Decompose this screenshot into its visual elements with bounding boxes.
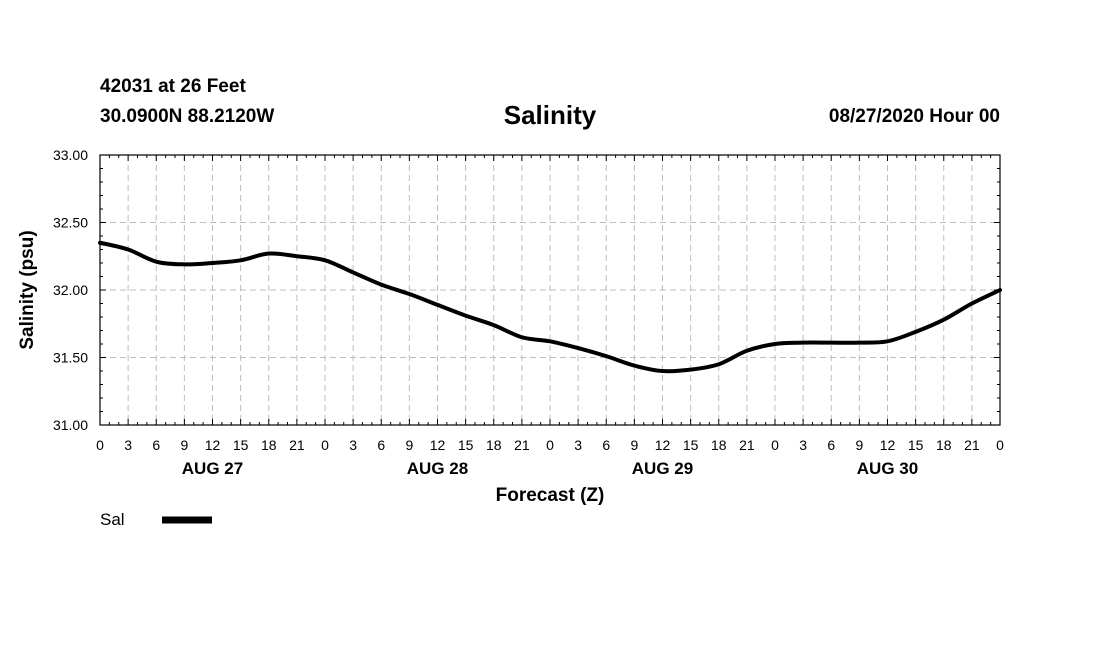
x-tick-label: 18 [486, 437, 502, 453]
x-tick-label: 12 [655, 437, 671, 453]
y-tick-label: 33.00 [53, 147, 88, 163]
series-line-sal [98, 240, 1002, 374]
x-tick-label: 21 [739, 437, 755, 453]
x-tick-label: 3 [124, 437, 132, 453]
y-tick-label: 32.50 [53, 215, 88, 231]
x-tick-label: 15 [908, 437, 924, 453]
x-tick-label: 0 [996, 437, 1004, 453]
coordinates-label: 30.0900N 88.2120W [100, 106, 275, 127]
x-tick-label: 15 [233, 437, 249, 453]
x-tick-label: 3 [574, 437, 582, 453]
x-tick-label: 6 [827, 437, 835, 453]
x-tick-label: 0 [546, 437, 554, 453]
x-tick-label: 0 [321, 437, 329, 453]
x-tick-label: 9 [855, 437, 863, 453]
day-label: AUG 27 [182, 459, 243, 478]
x-tick-label: 6 [602, 437, 610, 453]
y-tick-label: 31.00 [53, 417, 88, 433]
x-tick-label: 21 [514, 437, 530, 453]
forecast-datetime-label: 08/27/2020 Hour 00 [828, 106, 1000, 127]
x-tick-label: 3 [799, 437, 807, 453]
x-tick-label: 12 [880, 437, 896, 453]
x-tick-label: 6 [152, 437, 160, 453]
day-label: AUG 29 [632, 459, 693, 478]
x-tick-label: 18 [261, 437, 277, 453]
day-label: AUG 28 [407, 459, 468, 478]
x-tick-label: 9 [630, 437, 638, 453]
x-tick-label: 0 [771, 437, 779, 453]
chart-title: Salinity [503, 100, 597, 130]
y-axis-title: Salinity (psu) [17, 230, 38, 349]
station-label: 42031 at 26 Feet [100, 76, 246, 97]
x-tick-label: 0 [96, 437, 104, 453]
x-tick-label: 21 [289, 437, 305, 453]
x-tick-label: 12 [205, 437, 221, 453]
x-tick-label: 21 [964, 437, 980, 453]
x-tick-label: 6 [377, 437, 385, 453]
x-tick-label: 9 [405, 437, 413, 453]
x-tick-label: 15 [683, 437, 699, 453]
x-axis-title: Forecast (Z) [496, 485, 605, 506]
day-label: AUG 30 [857, 459, 918, 478]
x-tick-label: 18 [936, 437, 952, 453]
x-tick-label: 15 [458, 437, 474, 453]
x-tick-label: 18 [711, 437, 727, 453]
y-tick-label: 31.50 [53, 350, 88, 366]
x-tick-label: 9 [180, 437, 188, 453]
x-tick-label: 12 [430, 437, 446, 453]
y-tick-label: 32.00 [53, 282, 88, 298]
legend-label: Sal [100, 510, 125, 529]
x-tick-label: 3 [349, 437, 357, 453]
